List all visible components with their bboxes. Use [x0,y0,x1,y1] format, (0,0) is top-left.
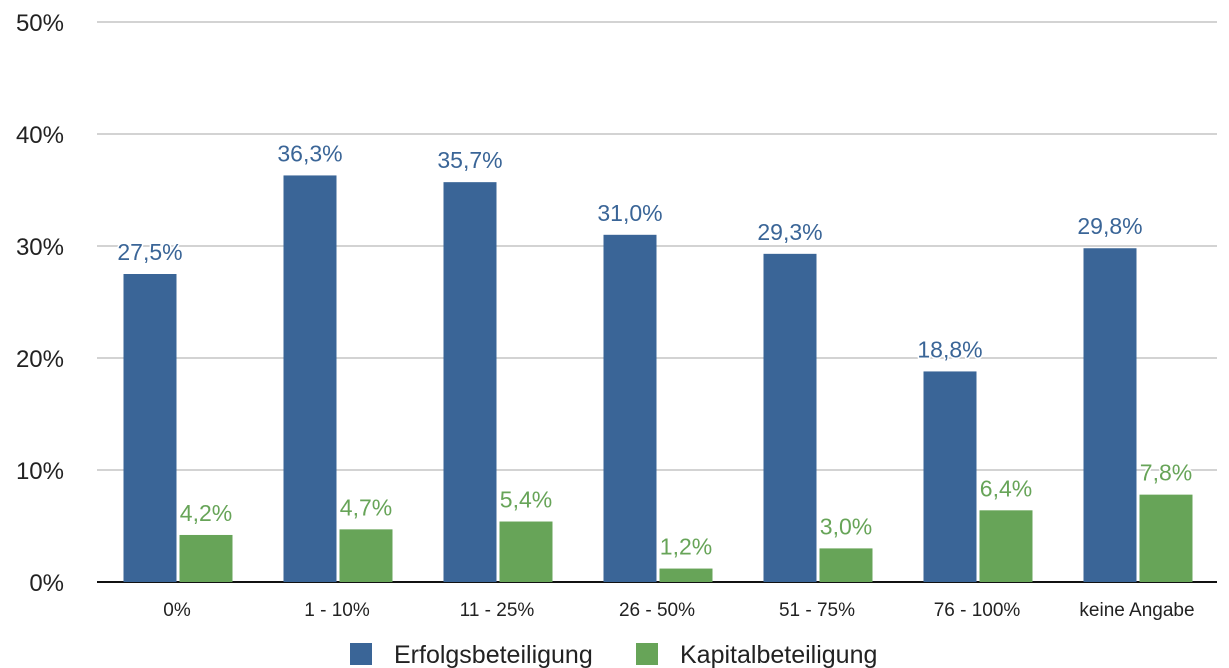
y-tick-label: 30% [16,234,64,261]
x-tick-label: 1 - 10% [304,600,370,621]
x-tick-label: 0% [163,600,191,621]
y-tick-label: 50% [16,10,64,37]
x-tick-label: 76 - 100% [934,600,1021,621]
bar-erfolgsbeteiligung [603,234,657,583]
bar-kapitalbeteiligung [659,568,713,582]
data-label: 27,5% [117,239,182,265]
y-tick-label: 10% [16,458,64,485]
data-label: 4,2% [180,500,232,526]
bar-kapitalbeteiligung [339,529,393,582]
y-axis-ticks: 0% 10% 20% 30% 40% 50% [16,10,64,597]
bar-erfolgsbeteiligung [123,274,177,582]
data-label: 18,8% [917,336,982,362]
x-axis-ticks: 0% 1 - 10% 11 - 25% 26 - 50% 51 - 75% 76 - 10… [163,600,1194,621]
x-tick-label: keine Angabe [1079,600,1194,621]
data-label: 35,7% [437,147,502,173]
bar-erfolgsbeteiligung [283,175,337,582]
legend-label: Kapitalbeteiligung [680,641,877,668]
data-label: 7,8% [1140,460,1192,486]
gridlines [97,21,1217,583]
data-label: 31,0% [597,200,662,226]
x-tick-label: 51 - 75% [779,600,855,621]
data-label: 29,8% [1077,213,1142,239]
legend: Erfolgsbeteiligung Kapitalbeteiligung [350,641,877,668]
data-labels: 27,5% 4,2% 36,3% 4,7% 35,7% 5,4% 31,0% 1,2% 29,3… [116,139,1194,561]
legend-swatch [350,643,372,665]
x-tick-label: 11 - 25% [460,600,535,621]
y-tick-label: 20% [16,346,64,373]
legend-swatch [636,643,658,665]
y-tick-label: 0% [29,570,64,597]
data-label: 3,0% [820,513,872,539]
bar-kapitalbeteiligung [979,510,1033,582]
bars [123,175,1193,583]
data-label: 1,2% [660,534,712,560]
bar-kapitalbeteiligung [819,548,873,582]
legend-label: Erfolgsbeteiligung [394,641,593,668]
data-label: 5,4% [500,487,552,513]
bar-erfolgsbeteiligung [763,253,817,582]
bar-erfolgsbeteiligung [923,371,977,582]
data-label: 4,7% [340,494,392,520]
data-label: 6,4% [980,475,1032,501]
bar-kapitalbeteiligung [179,534,233,582]
bar-erfolgsbeteiligung [443,182,497,582]
data-label: 29,3% [757,219,822,245]
y-tick-label: 40% [16,122,64,149]
bar-erfolgsbeteiligung [1083,248,1137,583]
x-tick-label: 26 - 50% [619,600,695,621]
data-label: 36,3% [277,140,342,166]
bar-kapitalbeteiligung [499,521,553,582]
bar-kapitalbeteiligung [1139,494,1193,582]
